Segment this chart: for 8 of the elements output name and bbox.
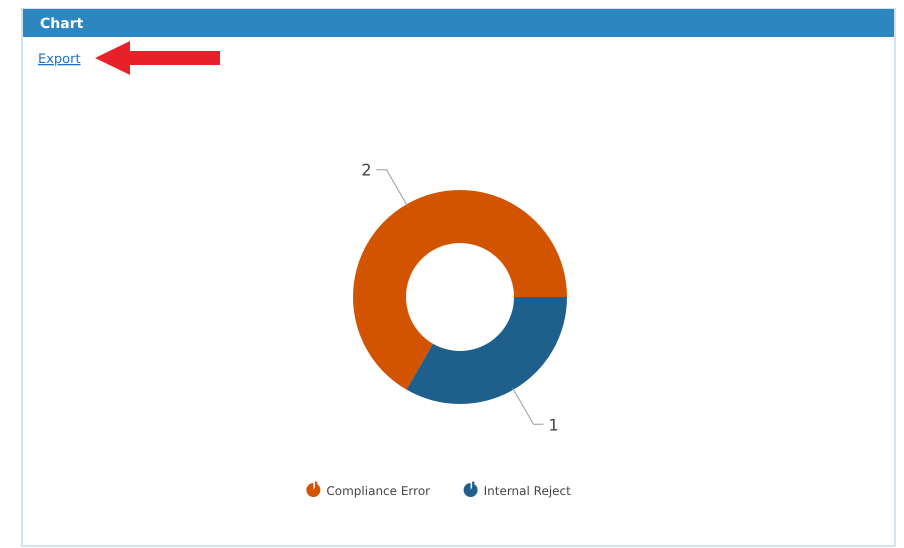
text: Chart bbox=[40, 16, 84, 32]
donut-slice bbox=[353, 190, 567, 390]
legend-label: Compliance Error bbox=[326, 484, 430, 498]
data-label: 1 bbox=[548, 415, 559, 434]
donut-slice bbox=[406, 297, 567, 404]
data-label: 2 bbox=[361, 160, 372, 180]
text: Export bbox=[38, 52, 81, 67]
legend-label: Internal Reject bbox=[484, 484, 572, 498]
